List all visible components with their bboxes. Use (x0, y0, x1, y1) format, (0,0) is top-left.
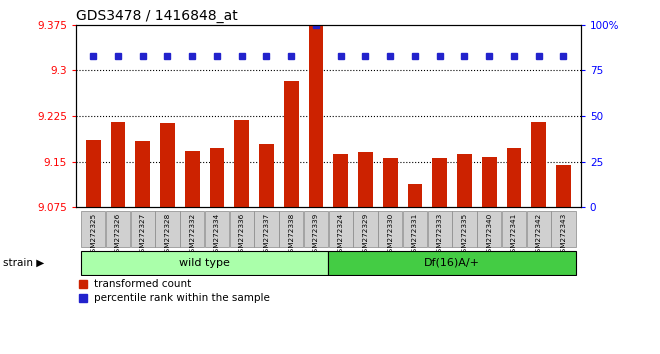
Text: GDS3478 / 1416848_at: GDS3478 / 1416848_at (76, 9, 238, 23)
Bar (160, 123, 175, 207)
FancyBboxPatch shape (403, 211, 427, 247)
Text: GSM272342: GSM272342 (536, 212, 542, 257)
FancyBboxPatch shape (131, 211, 155, 247)
Text: GSM272324: GSM272324 (338, 212, 344, 257)
FancyBboxPatch shape (254, 211, 279, 247)
Text: GSM272333: GSM272333 (437, 212, 443, 257)
Text: GSM272329: GSM272329 (362, 212, 368, 257)
FancyBboxPatch shape (304, 211, 328, 247)
Text: GSM272335: GSM272335 (461, 212, 467, 257)
Text: GSM272325: GSM272325 (90, 212, 96, 257)
Text: GSM272327: GSM272327 (140, 212, 146, 257)
Text: GSM272332: GSM272332 (189, 212, 195, 257)
Bar (309, 25, 323, 207)
Bar (259, 144, 274, 207)
Bar (457, 154, 472, 207)
Text: GSM272343: GSM272343 (560, 212, 566, 257)
Text: GSM272339: GSM272339 (313, 212, 319, 257)
Text: Df(16)A/+: Df(16)A/+ (424, 258, 480, 268)
FancyBboxPatch shape (81, 211, 106, 247)
Bar (408, 184, 422, 207)
Text: GSM272328: GSM272328 (164, 212, 170, 257)
Text: GSM272336: GSM272336 (239, 212, 245, 257)
FancyBboxPatch shape (527, 211, 551, 247)
Text: GSM272330: GSM272330 (387, 212, 393, 257)
Bar (482, 157, 497, 207)
Bar (284, 81, 299, 207)
Bar (135, 142, 150, 207)
Text: GSM272331: GSM272331 (412, 212, 418, 257)
Text: GSM272326: GSM272326 (115, 212, 121, 257)
FancyBboxPatch shape (329, 211, 353, 247)
Text: GSM272338: GSM272338 (288, 212, 294, 257)
FancyBboxPatch shape (155, 211, 180, 247)
Bar (234, 120, 249, 207)
FancyBboxPatch shape (106, 211, 130, 247)
FancyBboxPatch shape (551, 211, 576, 247)
Text: percentile rank within the sample: percentile rank within the sample (94, 293, 269, 303)
Text: GSM272334: GSM272334 (214, 212, 220, 257)
FancyBboxPatch shape (329, 251, 576, 275)
Text: GSM272340: GSM272340 (486, 212, 492, 257)
Bar (358, 152, 373, 207)
Text: GSM272341: GSM272341 (511, 212, 517, 257)
Text: wild type: wild type (179, 258, 230, 268)
FancyBboxPatch shape (180, 211, 205, 247)
FancyBboxPatch shape (452, 211, 477, 247)
Bar (432, 159, 447, 207)
FancyBboxPatch shape (279, 211, 304, 247)
Text: strain ▶: strain ▶ (3, 258, 44, 268)
FancyBboxPatch shape (205, 211, 229, 247)
Bar (507, 148, 521, 207)
Text: GSM272337: GSM272337 (263, 212, 269, 257)
Text: transformed count: transformed count (94, 279, 191, 289)
Bar (185, 150, 199, 207)
FancyBboxPatch shape (477, 211, 502, 247)
Bar (210, 148, 224, 207)
Bar (531, 122, 546, 207)
Bar (556, 165, 571, 207)
Bar (111, 122, 125, 207)
FancyBboxPatch shape (378, 211, 403, 247)
Bar (383, 158, 397, 207)
Bar (86, 140, 100, 207)
FancyBboxPatch shape (230, 211, 254, 247)
FancyBboxPatch shape (428, 211, 452, 247)
Bar (333, 154, 348, 207)
FancyBboxPatch shape (353, 211, 378, 247)
FancyBboxPatch shape (81, 251, 329, 275)
FancyBboxPatch shape (502, 211, 526, 247)
